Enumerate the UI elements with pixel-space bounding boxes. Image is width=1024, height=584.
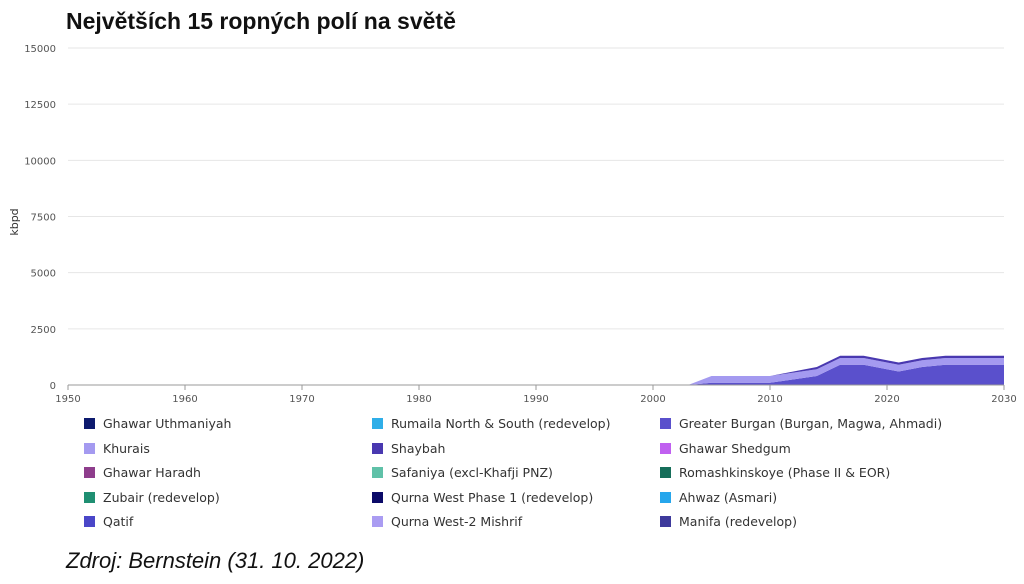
legend-label: Qurna West Phase 1 (redevelop) (391, 489, 594, 505)
area-series-2 (68, 364, 1004, 385)
legend-swatch (372, 418, 383, 429)
legend-swatch (84, 491, 95, 503)
legend-item: Qurna West-2 Mishrif (372, 514, 522, 529)
legend-item: Ghawar Uthmaniyah (84, 416, 231, 431)
y-tick-label: 10000 (24, 156, 56, 167)
legend-item: Zubair (redevelop) (84, 490, 220, 505)
legend-swatch (84, 442, 95, 454)
legend-label: Shaybah (391, 440, 446, 456)
legend-swatch (84, 467, 95, 478)
legend-label: Ghawar Uthmaniyah (103, 416, 232, 431)
legend-item: Qatif (84, 514, 133, 529)
legend-label: Khurais (103, 440, 150, 456)
chart-title: Největších 15 ropných polí na světě (66, 8, 456, 34)
legend-item: Romashkinskoye (Phase II & EOR) (660, 465, 890, 480)
legend-swatch (84, 516, 95, 527)
legend-swatch (372, 491, 383, 503)
legend-swatch (660, 418, 671, 429)
legend-label: Greater Burgan (Burgan, Magwa, Ahmadi) (679, 416, 943, 431)
legend-swatch (372, 516, 383, 527)
area-series-3 (68, 358, 1004, 385)
legend-swatch (84, 418, 95, 429)
source-note: Zdroj: Bernstein (31. 10. 2022) (66, 548, 365, 573)
legend-label: Ahwaz (Asmari) (679, 489, 778, 505)
legend-item: Greater Burgan (Burgan, Magwa, Ahmadi) (660, 416, 942, 431)
legend-item: Safaniya (excl-Khafji PNZ) (372, 465, 553, 480)
area-series (68, 355, 1004, 385)
legend-item: Ghawar Haradh (84, 465, 201, 480)
legend-item: Khurais (84, 441, 150, 456)
x-tick-label: 1960 (172, 394, 197, 405)
x-tick-label: 1950 (55, 394, 80, 405)
x-tick-label: 1980 (406, 394, 431, 405)
legend-swatch (660, 467, 671, 478)
y-tick-label: 0 (50, 381, 56, 392)
legend-label: Romashkinskoye (Phase II & EOR) (679, 465, 891, 480)
x-tick-label: 2010 (757, 394, 782, 405)
legend-label: Zubair (redevelop) (103, 489, 220, 505)
legend-label: Ghawar Haradh (103, 465, 201, 480)
x-tick-label: 2000 (640, 394, 665, 405)
y-tick-label: 12500 (24, 100, 56, 111)
legend-swatch (660, 516, 671, 527)
y-tick-label: 2500 (31, 325, 56, 336)
legend-item: Ghawar Shedgum (660, 441, 791, 456)
legend-swatch (372, 467, 383, 478)
legend-item: Ahwaz (Asmari) (660, 490, 777, 505)
stacked-area-chart: 0 2500 5000 7500 10000 12500 15000 1950 1960 1970… (8, 44, 1017, 405)
legend-label: Manifa (redevelop) (679, 514, 797, 529)
x-tick-label: 2030 (991, 394, 1016, 405)
legend-swatch (372, 442, 383, 454)
legend-label: Ghawar Shedgum (679, 440, 791, 456)
legend-label: Rumaila North & South (redevelop) (391, 416, 611, 431)
y-tick-label: 15000 (24, 44, 56, 55)
y-axis-label: kbpd (8, 208, 21, 235)
y-tick-label: 5000 (31, 269, 56, 280)
x-tick-label: 2020 (874, 394, 899, 405)
legend-item: Qurna West Phase 1 (redevelop) (372, 490, 593, 505)
y-tick-label: 7500 (31, 213, 56, 224)
legend-swatch (660, 491, 671, 503)
x-tick-label: 1970 (289, 394, 314, 405)
legend-item: Shaybah (372, 441, 445, 456)
legend-item: Rumaila North & South (redevelop) (372, 416, 611, 431)
x-tick-label: 1990 (523, 394, 548, 405)
axes: 0 2500 5000 7500 10000 12500 15000 1950 1960 1970… (24, 44, 1017, 405)
legend-item: Manifa (redevelop) (660, 514, 797, 529)
chart-legend: Ghawar Uthmaniyah Rumaila North & South (… (84, 416, 984, 542)
legend-swatch (660, 442, 671, 454)
gridlines (68, 47, 1004, 386)
legend-label: Qurna West-2 Mishrif (391, 514, 523, 529)
legend-label: Safaniya (excl-Khafji PNZ) (391, 465, 553, 480)
legend-label: Qatif (103, 514, 134, 529)
